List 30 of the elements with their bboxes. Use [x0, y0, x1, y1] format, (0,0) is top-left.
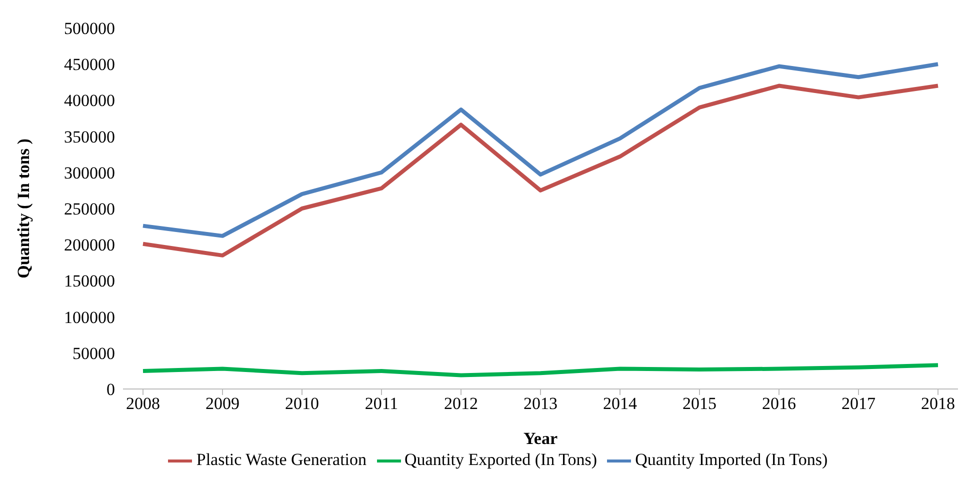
- x-tick-label: 2010: [285, 394, 319, 414]
- legend-label: Quantity Exported (In Tons): [404, 450, 598, 469]
- y-tick-label: 50000: [72, 344, 115, 363]
- x-tick-label: 2013: [524, 394, 558, 414]
- x-tick-label: 2009: [206, 394, 240, 414]
- line-series: [141, 84, 940, 258]
- line-series: [141, 363, 940, 378]
- x-axis-title: Year: [524, 429, 558, 448]
- y-tick-label: 500000: [64, 19, 115, 38]
- x-tick-label: 2011: [364, 394, 398, 414]
- x-tick-label: 2017: [842, 394, 876, 414]
- y-tick-label: 150000: [64, 272, 115, 291]
- x-tick-label: 2012: [444, 394, 478, 414]
- x-tick-label: 2016: [762, 394, 796, 414]
- y-tick-label: 250000: [64, 200, 115, 219]
- legend-label: Plastic Waste Generation: [196, 450, 367, 469]
- y-tick-label: 100000: [64, 308, 115, 327]
- y-tick-label: 350000: [64, 127, 115, 146]
- x-tick-label: 2015: [682, 394, 716, 414]
- x-tick-label: 2018: [921, 394, 955, 414]
- x-tick-label: 2008: [126, 394, 160, 414]
- y-tick-label: 400000: [64, 91, 115, 110]
- x-tick-label: 2014: [603, 394, 638, 414]
- line-series: [141, 62, 940, 238]
- y-tick-label: 200000: [64, 236, 115, 255]
- legend-label: Quantity Imported (In Tons): [635, 450, 828, 469]
- y-tick-label: 0: [106, 380, 115, 400]
- y-axis-title: Quantity ( In tons ): [14, 138, 34, 278]
- y-tick-label: 300000: [64, 163, 115, 182]
- y-tick-label: 450000: [64, 55, 115, 74]
